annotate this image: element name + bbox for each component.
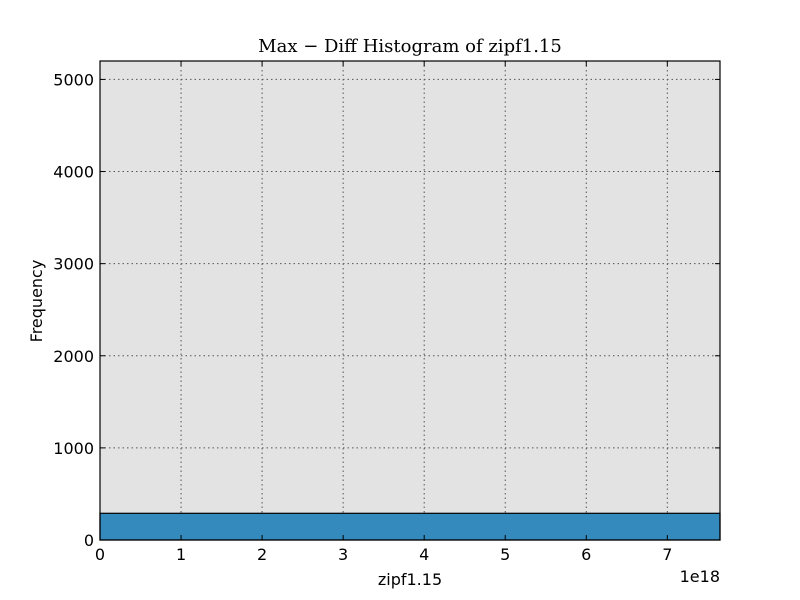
x-tick-label-7: 7 xyxy=(662,545,672,564)
y-tick-label-3: 3000 xyxy=(53,255,94,274)
x-tick-label-0: 0 xyxy=(95,545,105,564)
histogram-bar-0 xyxy=(99,512,721,541)
x-tick-label-4: 4 xyxy=(419,545,429,564)
bars xyxy=(99,512,721,541)
y-axis-label: Frequency xyxy=(27,260,46,343)
plot-frame xyxy=(99,60,721,541)
y-tick-label-0: 0 xyxy=(84,531,94,550)
x-tick-label-1: 1 xyxy=(176,545,186,564)
x-tick-label-3: 3 xyxy=(338,545,348,564)
plot-background xyxy=(100,61,720,540)
y-tick-label-2: 2000 xyxy=(53,347,94,366)
x-tick-label-6: 6 xyxy=(581,545,591,564)
x-axis-label: zipf1.15 xyxy=(378,570,442,589)
x-axis-offset-label: 1e18 xyxy=(680,567,720,586)
y-tick-label-1: 1000 xyxy=(53,439,94,458)
y-tick-label-5: 5000 xyxy=(53,70,94,89)
axis-ticks: 0 1 2 3 4 5 6 7 0 1000 2000 3000 4000 5000 xyxy=(53,61,720,564)
x-tick-label-5: 5 xyxy=(500,545,510,564)
x-tick-label-2: 2 xyxy=(257,545,267,564)
y-tick-label-4: 4000 xyxy=(53,163,94,182)
chart-title: Max − Diff Histogram of zipf1.15 xyxy=(258,36,562,57)
